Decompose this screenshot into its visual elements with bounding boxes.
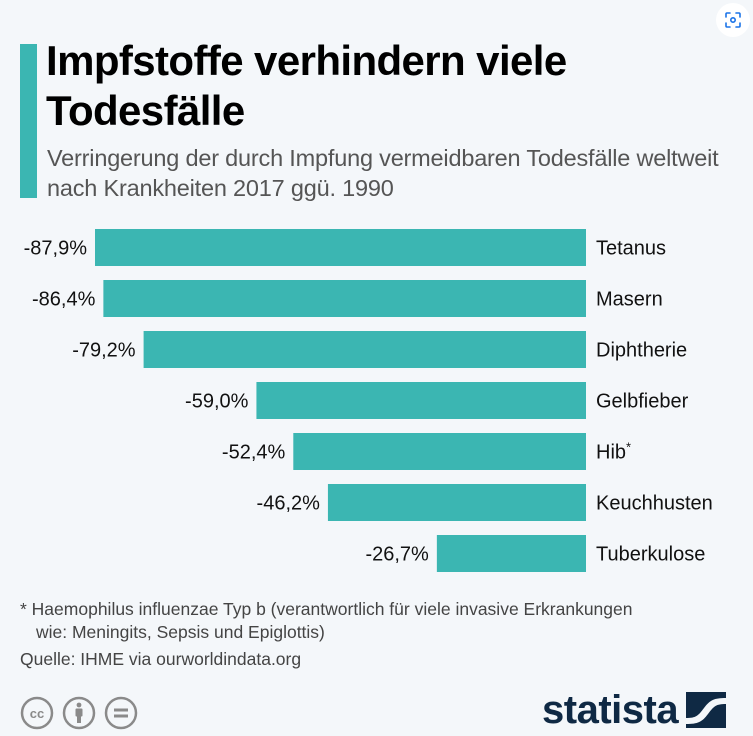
category-label: Masern bbox=[596, 289, 663, 311]
value-label: -59,0% bbox=[185, 391, 249, 413]
footnote-line-2: wie: Meningits, Sepsis und Epiglottis) bbox=[36, 622, 325, 642]
source-text: Quelle: IHME via ourworldindata.org bbox=[20, 649, 302, 669]
statista-logo-icon bbox=[686, 692, 727, 728]
no-derivatives-icon[interactable] bbox=[104, 696, 138, 730]
category-label: Hib* bbox=[596, 440, 631, 464]
visual-search-button[interactable] bbox=[716, 3, 750, 37]
bar-tuberkulose bbox=[436, 535, 586, 572]
value-label: -52,4% bbox=[222, 442, 286, 464]
title-accent-bar bbox=[20, 44, 37, 198]
footnote-line-1: * Haemophilus influenzae Typ b (verantwo… bbox=[20, 599, 633, 619]
bar-diphtherie bbox=[143, 331, 586, 368]
bar-tetanus bbox=[95, 229, 586, 266]
footnote: * Haemophilus influenzae Typ b (verantwo… bbox=[20, 598, 740, 644]
svg-text:cc: cc bbox=[30, 706, 44, 721]
value-label: -26,7% bbox=[365, 544, 429, 566]
category-label: Diphtherie bbox=[596, 340, 687, 362]
bar-gelbfieber bbox=[256, 382, 586, 419]
bar-hib bbox=[293, 433, 586, 470]
category-label: Tetanus bbox=[596, 238, 666, 260]
value-label: -46,2% bbox=[257, 493, 321, 515]
value-label: -79,2% bbox=[72, 340, 136, 362]
value-label: -86,4% bbox=[32, 289, 96, 311]
category-label: Gelbfieber bbox=[596, 391, 689, 413]
chart-subtitle: Verringerung der durch Impfung vermeidba… bbox=[47, 145, 719, 201]
bar-masern bbox=[103, 280, 586, 317]
visual-search-icon bbox=[725, 12, 741, 28]
chart-title: Impfstoffe verhindern viele Todesfälle bbox=[46, 37, 567, 134]
value-label: -87,9% bbox=[24, 238, 88, 260]
attribution-icon[interactable] bbox=[62, 696, 96, 730]
category-label: Tuberkulose bbox=[596, 544, 705, 566]
bar-keuchhusten bbox=[327, 484, 586, 521]
bar-chart: -87,9% Tetanus -86,4% Masern -79,2% Diphtheri… bbox=[24, 229, 713, 572]
statista-brand[interactable]: statista bbox=[542, 688, 727, 732]
category-label: Keuchhusten bbox=[596, 493, 713, 515]
statista-wordmark: statista bbox=[542, 688, 679, 732]
license-icons: cc bbox=[20, 696, 138, 730]
creative-commons-icon[interactable]: cc bbox=[20, 696, 54, 730]
